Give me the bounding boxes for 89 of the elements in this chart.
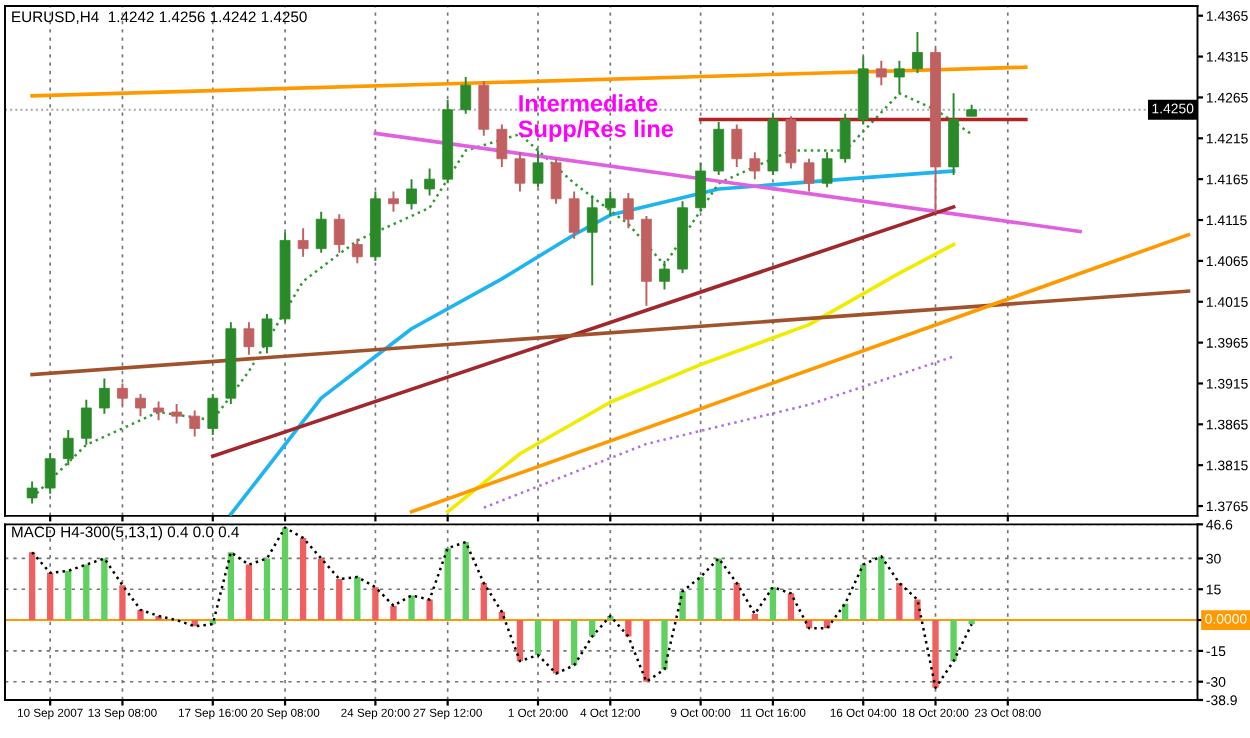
candlestick bbox=[351, 237, 363, 265]
bar bbox=[336, 578, 343, 621]
line-series bbox=[229, 169, 956, 516]
bar bbox=[643, 620, 650, 682]
candlestick bbox=[117, 382, 128, 407]
bar bbox=[715, 558, 722, 621]
candlestick bbox=[875, 59, 887, 87]
candlestick bbox=[460, 76, 472, 115]
candlestick bbox=[261, 313, 273, 355]
candlestick bbox=[713, 120, 725, 177]
bar bbox=[65, 570, 72, 621]
bar bbox=[372, 587, 379, 621]
candlestick bbox=[496, 123, 508, 168]
bar bbox=[390, 605, 397, 621]
bar bbox=[299, 537, 307, 621]
bar bbox=[860, 564, 867, 621]
candlestick bbox=[912, 31, 923, 74]
candlestick bbox=[62, 429, 74, 467]
bar bbox=[625, 620, 632, 637]
bar bbox=[354, 576, 361, 621]
annotation: Intermediate Supp/Res line bbox=[518, 94, 674, 142]
candlestick bbox=[532, 149, 544, 189]
line-series bbox=[482, 355, 955, 509]
bar bbox=[534, 620, 542, 655]
candlestick bbox=[893, 59, 905, 95]
candlestick bbox=[568, 190, 580, 240]
bar bbox=[480, 583, 487, 621]
bar bbox=[462, 542, 469, 621]
bar bbox=[570, 620, 578, 666]
bar bbox=[733, 583, 740, 621]
bar bbox=[697, 576, 704, 621]
bar bbox=[119, 585, 126, 621]
bar bbox=[589, 620, 596, 637]
candlestick bbox=[803, 157, 815, 193]
candlestick bbox=[406, 178, 417, 211]
candlestick bbox=[189, 409, 201, 438]
candlestick bbox=[171, 402, 183, 425]
candlestick bbox=[243, 321, 255, 356]
candlestick bbox=[948, 92, 959, 177]
candlestick bbox=[785, 115, 797, 170]
bar bbox=[227, 552, 235, 621]
candlestick bbox=[153, 400, 164, 422]
bar bbox=[751, 613, 758, 621]
candlestick bbox=[297, 227, 309, 258]
candlestick bbox=[514, 151, 526, 193]
candlestick bbox=[821, 151, 833, 189]
candlestick bbox=[333, 213, 345, 254]
candlestick bbox=[731, 123, 743, 168]
candlestick bbox=[315, 210, 327, 254]
bar bbox=[444, 548, 451, 621]
bar bbox=[552, 620, 560, 674]
line-series bbox=[445, 242, 956, 514]
bar bbox=[28, 552, 36, 621]
candlestick bbox=[478, 80, 490, 137]
candlestick bbox=[135, 393, 146, 418]
candlestick bbox=[695, 161, 707, 213]
candlestick bbox=[388, 190, 399, 213]
candlestick bbox=[207, 393, 219, 436]
bar bbox=[318, 558, 325, 621]
candlestick bbox=[839, 112, 851, 164]
bar bbox=[950, 620, 957, 662]
candlestick bbox=[424, 167, 435, 197]
candlestick bbox=[622, 192, 634, 230]
candlestick bbox=[550, 157, 562, 205]
bar bbox=[408, 595, 415, 621]
candlestick bbox=[44, 451, 56, 495]
candlestick bbox=[26, 480, 38, 505]
bar bbox=[426, 599, 433, 621]
candlestick bbox=[586, 194, 598, 287]
bar bbox=[83, 564, 90, 621]
bar bbox=[787, 593, 795, 621]
bar bbox=[679, 591, 686, 621]
candlestick bbox=[80, 398, 92, 446]
bar bbox=[101, 558, 108, 621]
bar bbox=[661, 620, 668, 670]
candlestick bbox=[604, 190, 616, 217]
bar bbox=[281, 527, 289, 621]
bar bbox=[769, 587, 777, 621]
bar bbox=[245, 564, 253, 621]
candlestick bbox=[659, 259, 670, 291]
candlestick bbox=[98, 377, 110, 415]
candlestick bbox=[749, 151, 761, 181]
bar bbox=[896, 583, 903, 621]
bar bbox=[137, 609, 144, 621]
bar bbox=[263, 558, 271, 621]
bar bbox=[878, 556, 885, 621]
bar bbox=[932, 620, 939, 688]
bar bbox=[516, 620, 524, 662]
bar bbox=[47, 572, 54, 621]
